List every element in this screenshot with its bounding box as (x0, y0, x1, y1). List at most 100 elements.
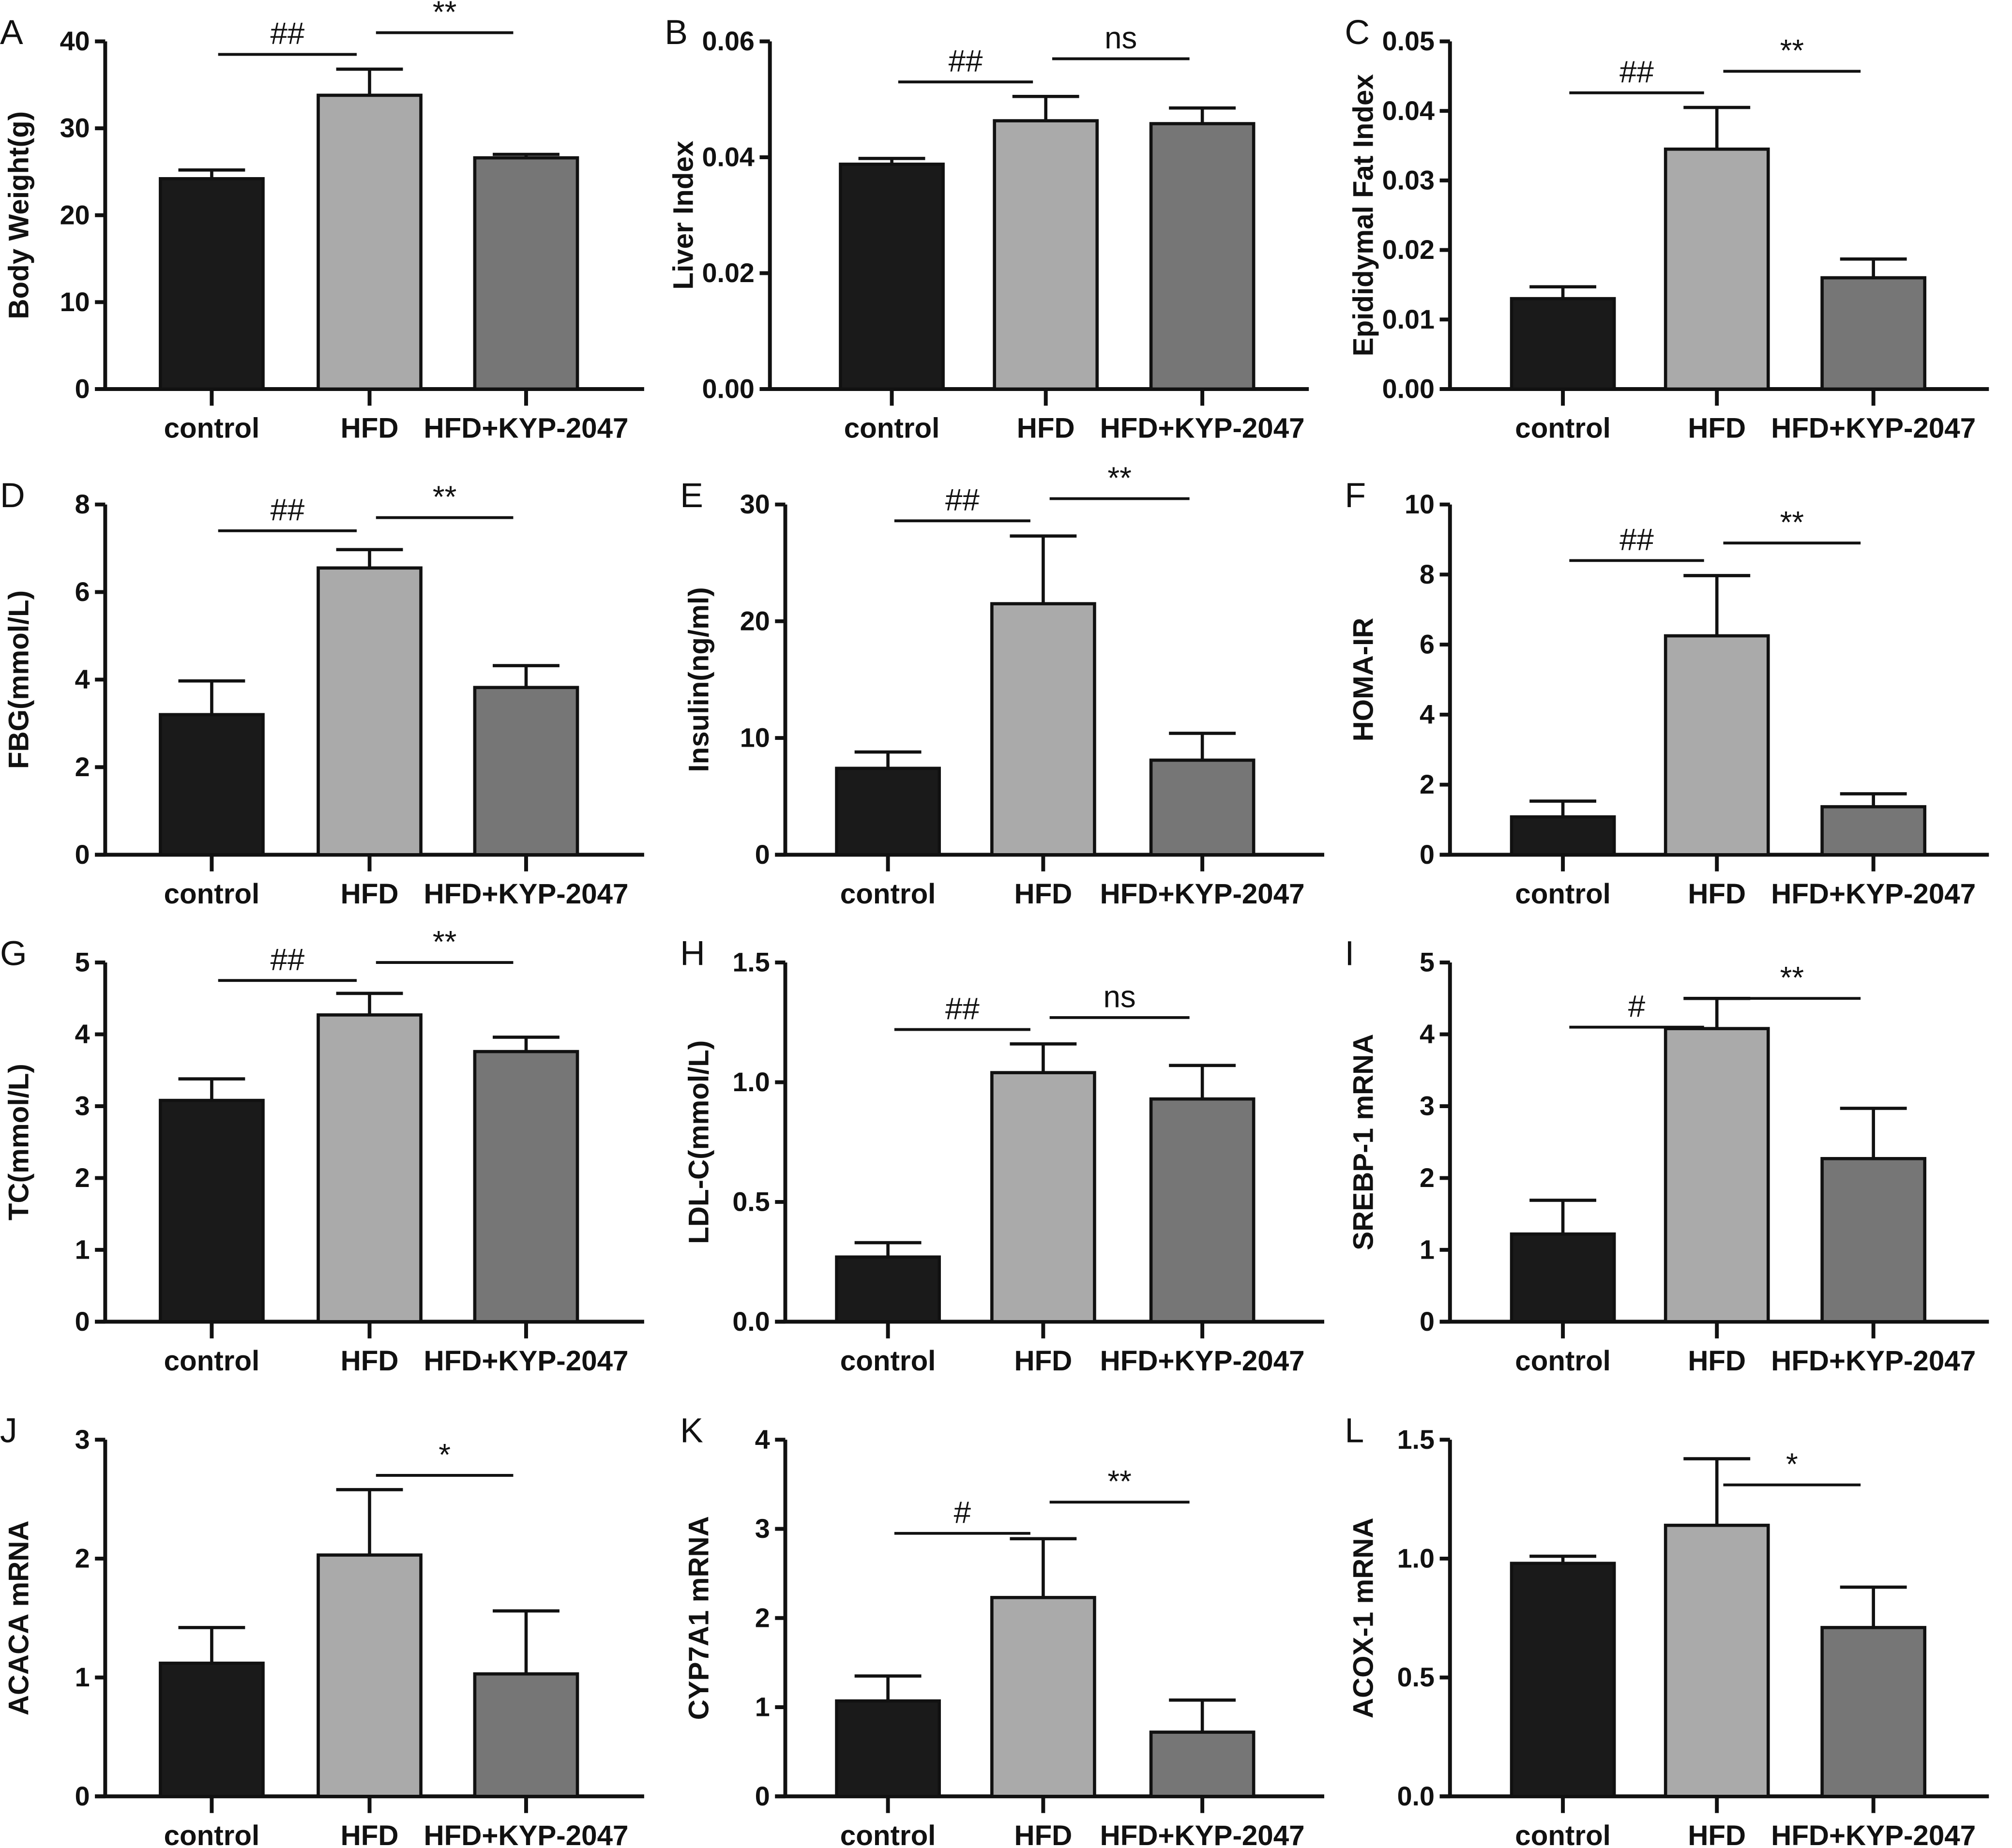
significance-label: ## (270, 493, 304, 527)
bar-hfd (317, 1553, 423, 1798)
y-tick-label: 0.03 (1382, 165, 1435, 195)
significance-label: ns (1104, 21, 1137, 55)
significance-label: ** (1780, 33, 1804, 68)
y-axis-label: Epididymal Fat Index (1348, 74, 1379, 356)
bar-hfd (990, 1596, 1096, 1798)
y-tick-label: 4 (75, 664, 90, 694)
y-tick-label: 4 (1420, 1019, 1435, 1049)
y-tick-label: 10 (740, 723, 770, 753)
x-tick-label: HFD+KYP-2047 (1771, 1345, 1976, 1377)
significance-label: ** (1107, 461, 1132, 495)
x-tick-label: HFD+KYP-2047 (424, 413, 629, 444)
y-tick-label: 1.0 (732, 1067, 770, 1097)
x-tick-label: HFD (1014, 1345, 1072, 1377)
bar-hfd-kyp-2047 (473, 156, 579, 391)
y-tick-label: 2 (755, 1603, 770, 1633)
x-tick-label: HFD+KYP-2047 (424, 1345, 629, 1377)
bar-control (1510, 1232, 1616, 1323)
bar-hfd-kyp-2047 (1820, 1626, 1927, 1798)
y-tick-label: 0.5 (732, 1187, 770, 1217)
y-tick-label: 1.5 (1397, 1425, 1435, 1455)
y-axis-label: Body Weight(g) (3, 111, 34, 319)
significance-label: ** (433, 925, 457, 959)
x-tick-label: control (1515, 1345, 1611, 1377)
x-tick-label: HFD+KYP-2047 (1771, 413, 1976, 444)
y-tick-label: 20 (740, 606, 770, 636)
y-tick-label: 0.05 (1382, 26, 1435, 56)
y-tick-label: 8 (75, 489, 90, 519)
panel-label: L (1345, 1412, 1364, 1450)
panel-e: E 0 10 20 30 Insulin(ng/ml) control HFD HFD+KYP-… (680, 461, 1324, 910)
y-tick-label: 5 (1420, 947, 1435, 977)
x-tick-label: control (1515, 878, 1611, 910)
x-tick-label: HFD (1017, 413, 1075, 444)
bar-hfd (1664, 1523, 1770, 1798)
x-tick-label: HFD (1014, 1820, 1072, 1848)
y-tick-label: 1.0 (1397, 1543, 1435, 1573)
y-tick-label: 0 (755, 840, 770, 870)
significance-label: ** (1107, 1464, 1132, 1499)
y-tick-label: 0 (755, 1781, 770, 1811)
y-tick-label: 8 (1420, 559, 1435, 589)
y-axis-label: SREBP-1 mRNA (1348, 1034, 1379, 1250)
x-tick-label: HFD (1688, 413, 1746, 444)
panel-d: D 0 2 4 6 8 FBG(mmol/L) control HFD HFD+KYP-2047 #… (0, 476, 644, 910)
y-tick-label: 0.04 (702, 142, 755, 172)
panel-label: F (1345, 476, 1366, 515)
significance-label: ns (1104, 980, 1136, 1014)
y-tick-label: 0.02 (702, 258, 755, 288)
x-tick-label: HFD (341, 878, 399, 910)
bar-control (835, 766, 941, 856)
y-axis-label: HOMA-IR (1348, 618, 1379, 742)
significance-label: ** (433, 480, 457, 514)
y-tick-label: 30 (740, 489, 770, 519)
bar-control (159, 713, 265, 856)
y-tick-label: 0.06 (702, 26, 755, 56)
panel-label: K (680, 1412, 703, 1450)
bar-hfd (317, 93, 423, 391)
y-tick-label: 0.00 (702, 374, 755, 404)
y-tick-label: 4 (755, 1425, 770, 1455)
x-tick-label: control (1515, 1820, 1611, 1848)
significance-label: ## (945, 483, 980, 517)
x-tick-label: HFD (1688, 1820, 1746, 1848)
y-tick-label: 0.0 (732, 1307, 770, 1337)
y-tick-label: 0.01 (1382, 304, 1435, 334)
x-tick-label: control (844, 413, 940, 444)
x-tick-label: control (164, 878, 260, 910)
y-tick-label: 0 (75, 840, 90, 870)
y-tick-label: 0.02 (1382, 235, 1435, 265)
panel-l: L 0.0 0.5 1.0 1.5 ACOX-1 mRNA control HFD HFD+KY… (1345, 1412, 1989, 1848)
y-axis-label: TC(mmol/L) (3, 1064, 34, 1220)
y-tick-label: 2 (1420, 769, 1435, 799)
panel-label: I (1345, 934, 1354, 973)
y-tick-label: 1.5 (732, 947, 770, 977)
panel-label: B (665, 13, 688, 52)
x-tick-label: HFD+KYP-2047 (1771, 878, 1976, 910)
y-tick-label: 2 (75, 1163, 90, 1193)
y-tick-label: 2 (75, 752, 90, 782)
y-tick-label: 3 (1420, 1091, 1435, 1121)
bar-control (159, 1098, 265, 1323)
bar-hfd (1664, 147, 1770, 391)
bar-hfd-kyp-2047 (473, 1672, 579, 1798)
y-tick-label: 4 (75, 1019, 90, 1049)
panel-b: B 0.00 0.02 0.04 0.06 Liver Index control HFD HF… (665, 13, 1309, 444)
x-tick-label: HFD+KYP-2047 (424, 878, 629, 910)
panel-f: F 0 2 4 6 8 10 HOMA-IR control HFD HFD+KYP-2047 ## *… (1345, 476, 1989, 910)
y-axis-label: LDL-C(mmol/L) (683, 1040, 714, 1244)
x-tick-label: control (164, 1345, 260, 1377)
y-tick-label: 4 (1420, 699, 1435, 729)
y-tick-label: 0 (75, 374, 90, 404)
y-tick-label: 1 (755, 1692, 770, 1722)
bar-control (835, 1699, 941, 1798)
bar-hfd-kyp-2047 (473, 1050, 579, 1323)
x-tick-label: HFD (341, 413, 399, 444)
panel-g: G 0 1 2 3 4 5 TC(mmol/L) control HFD HFD+KYP-2047 #… (0, 925, 644, 1377)
x-tick-label: control (164, 1820, 260, 1848)
x-tick-label: control (840, 1345, 936, 1377)
y-tick-label: 0.00 (1382, 374, 1435, 404)
y-tick-label: 2 (1420, 1163, 1435, 1193)
x-tick-label: HFD+KYP-2047 (1100, 413, 1305, 444)
